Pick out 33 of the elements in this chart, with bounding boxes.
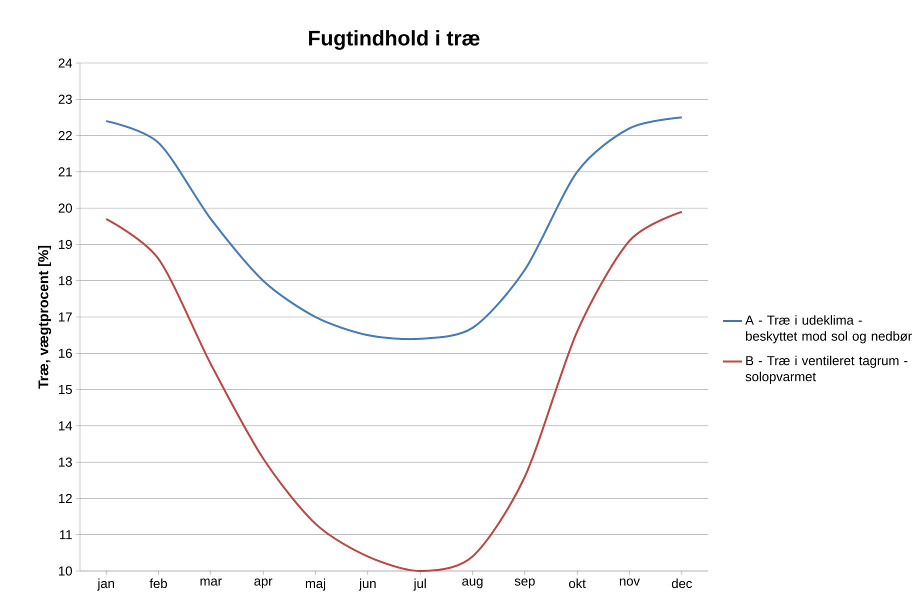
y-tick-label: 13 (58, 458, 72, 467)
y-tick-label: 21 (58, 167, 72, 176)
x-tick-label: apr (254, 578, 272, 588)
y-axis-title: Træ, vægtprocent [%] (38, 246, 52, 389)
legend-label: B - Træ i ventileret tagrum - solopvarmet (746, 356, 908, 384)
line-series (105, 210, 683, 572)
x-tick-label: dec (672, 578, 692, 588)
x-tick-label: jun (358, 578, 376, 591)
x-tick-label: maj (306, 578, 326, 591)
legend-label: A - Træ i udeklima - beskyttet mod sol og nedbør (745, 315, 912, 344)
y-tick-label: 22 (58, 131, 72, 140)
y-tick-label: 20 (58, 204, 72, 213)
y-tick-label: 15 (58, 385, 72, 394)
y-tick-label: 11 (60, 530, 72, 540)
y-tick-label: 14 (58, 421, 72, 430)
x-tick-label: aug (462, 578, 483, 588)
y-tick-label: 23 (58, 94, 72, 104)
x-tick-label: jul (413, 578, 426, 591)
line-series (105, 116, 683, 340)
y-tick-label: 18 (58, 276, 72, 286)
x-tick-label: feb (150, 578, 167, 588)
y-tick-label: 17 (58, 312, 72, 322)
x-tick-label: okt (569, 578, 586, 588)
x-tick-label: mar (200, 578, 222, 586)
x-tick-label: jan (97, 578, 114, 591)
chart-title: Fugtindhold i træ (309, 30, 480, 50)
y-tick-label: 12 (58, 494, 72, 503)
y-tick-label: 24 (58, 58, 72, 68)
x-tick-label: nov (620, 578, 640, 586)
x-tick-label: sep (514, 578, 535, 588)
y-tick-label: 10 (58, 566, 72, 576)
y-tick-label: 16 (58, 348, 72, 358)
y-tick-label: 19 (58, 240, 72, 250)
